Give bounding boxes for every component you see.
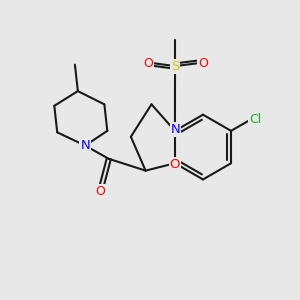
- Text: O: O: [95, 185, 105, 198]
- Text: N: N: [80, 139, 90, 152]
- Text: S: S: [171, 60, 179, 73]
- Text: O: O: [144, 57, 154, 70]
- Text: O: O: [198, 57, 208, 70]
- Text: O: O: [170, 158, 180, 171]
- Text: Cl: Cl: [249, 113, 262, 126]
- Text: N: N: [171, 123, 180, 136]
